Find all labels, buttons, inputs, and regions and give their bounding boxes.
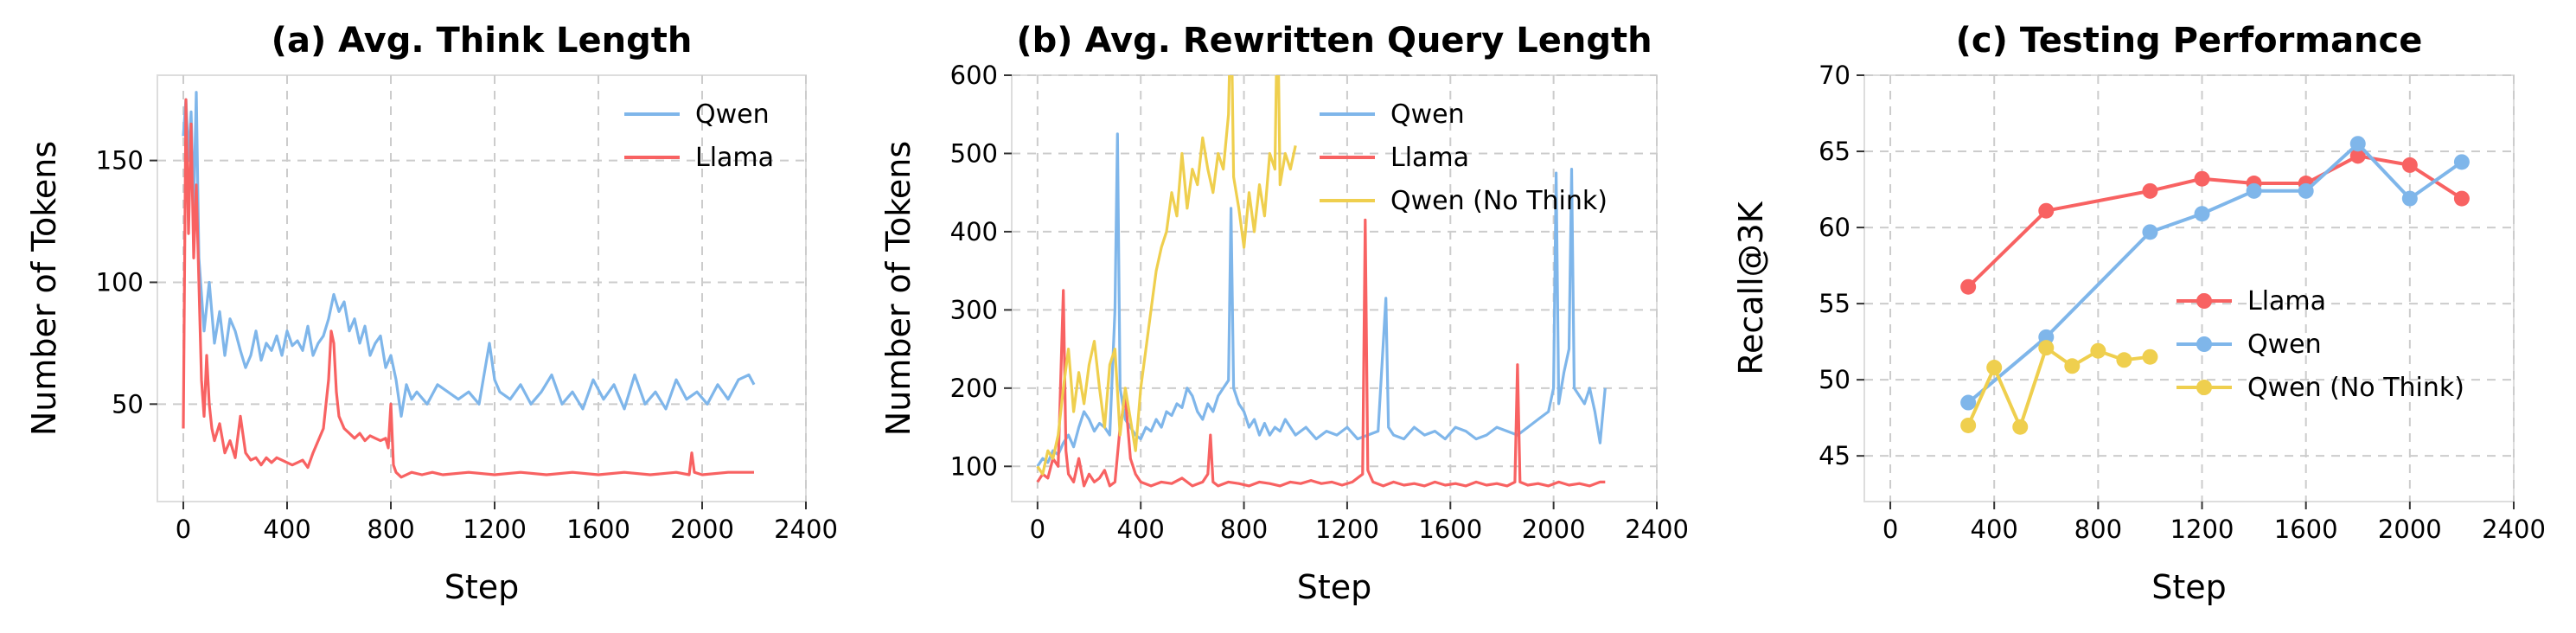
x-tick-label: 800 [1220, 515, 1268, 544]
legend: Qwen Llama [624, 99, 774, 173]
y-tick-label: 50 [112, 389, 144, 419]
data-point [2038, 329, 2055, 345]
y-tick-label: 100 [950, 451, 998, 481]
legend-marker [2196, 380, 2212, 395]
x-tick-label: 1600 [2274, 515, 2338, 544]
data-point [2401, 190, 2418, 207]
x-tick-label: 2000 [2378, 515, 2442, 544]
y-tick-label: 100 [96, 267, 144, 297]
x-tick-label: 800 [367, 515, 414, 544]
data-point [2349, 148, 2366, 164]
y-tick-label: 400 [950, 217, 998, 246]
data-point [2012, 419, 2029, 435]
data-point [1960, 417, 1977, 433]
chart-2: 0 400 800 1200 1600 2000 2400 45 50 55 60 65 70 (c) T… [1732, 21, 2546, 606]
data-point [2401, 157, 2418, 173]
data-point [2038, 340, 2055, 356]
x-tick-label: 2400 [1625, 515, 1689, 544]
legend-label: Qwen (No Think) [2247, 373, 2464, 403]
y-axis-label: Number of Tokens [879, 141, 917, 436]
data-point [2298, 182, 2314, 199]
y-tick-label: 60 [1819, 213, 1851, 242]
plot-frame [1863, 74, 2515, 502]
data-point [2090, 342, 2106, 359]
y-tick-label: 70 [1819, 61, 1851, 90]
x-tick-label: 2400 [2482, 515, 2546, 544]
plot-frame [157, 74, 807, 502]
data-point [2142, 224, 2158, 240]
y-tick-label: 65 [1819, 137, 1851, 166]
series-line-qwen-no-think- [1036, 75, 1297, 476]
x-tick-label: 2400 [774, 515, 838, 544]
y-axis-label: Recall@3K [1732, 201, 1770, 375]
data-point [1986, 360, 2003, 376]
legend-label: Qwen [1390, 99, 1465, 130]
data-point [2194, 206, 2210, 222]
x-tick-label: 0 [1882, 515, 1898, 544]
data-point [1960, 394, 1977, 411]
y-tick-label: 55 [1819, 289, 1851, 318]
legend: Qwen Llama Qwen (No Think) [1320, 99, 1608, 216]
x-axis-label: Step [1297, 568, 1372, 606]
y-tick-label: 150 [96, 146, 144, 176]
chart-1: 0 400 800 1200 1600 2000 2400 100 200 300 400 500 60… [879, 21, 1689, 606]
chart-0: 0 400 800 1200 1600 2000 2400 50 100 150 (a) Avg. … [25, 21, 838, 606]
x-tick-label: 400 [1971, 515, 2018, 544]
chart-title: (c) Testing Performance [1956, 21, 2423, 61]
data-point [2142, 348, 2158, 365]
y-axis-label: Number of Tokens [25, 141, 63, 436]
legend: Llama Qwen Qwen (No Think) [2176, 286, 2464, 403]
data-point [2453, 190, 2470, 207]
legend-label: Llama [1390, 143, 1469, 173]
x-tick-label: 2000 [670, 515, 734, 544]
x-tick-label: 1200 [463, 515, 527, 544]
x-axis-label: Step [444, 568, 520, 606]
chart-title: (b) Avg. Rewritten Query Length [1016, 21, 1652, 61]
x-tick-label: 1600 [566, 515, 630, 544]
series-line-qwen [182, 91, 756, 418]
legend-marker [2196, 336, 2212, 352]
legend-label: Qwen (No Think) [1390, 186, 1608, 216]
data-point [2038, 202, 2055, 219]
x-tick-label: 800 [2074, 515, 2122, 544]
y-tick-label: 500 [950, 138, 998, 168]
series-line-llama [1036, 218, 1606, 488]
x-tick-label: 400 [263, 515, 310, 544]
x-tick-label: 1600 [1418, 515, 1482, 544]
data-point [1960, 278, 1977, 295]
data-point [2194, 170, 2210, 187]
x-tick-label: 0 [1030, 515, 1045, 544]
y-tick-label: 300 [950, 295, 998, 324]
x-tick-label: 0 [176, 515, 191, 544]
y-tick-label: 600 [950, 61, 998, 90]
chart-title: (a) Avg. Think Length [272, 21, 693, 61]
data-point [2064, 358, 2081, 374]
y-tick-label: 200 [950, 374, 998, 403]
legend-marker [2196, 293, 2212, 309]
x-tick-label: 400 [1117, 515, 1165, 544]
legend-label: Llama [2247, 286, 2326, 316]
series-line-qwen [1036, 132, 1607, 468]
legend-label: Llama [695, 143, 774, 173]
plot-frame [1011, 74, 1658, 502]
series-line-llama [182, 98, 754, 479]
data-point [2116, 352, 2132, 368]
x-tick-label: 2000 [1522, 515, 1586, 544]
y-tick-label: 45 [1819, 441, 1851, 470]
y-tick-label: 50 [1819, 365, 1851, 394]
legend-label: Qwen [2247, 329, 2322, 360]
data-point [2453, 154, 2470, 170]
x-axis-label: Step [2151, 568, 2227, 606]
legend-label: Qwen [695, 99, 770, 130]
data-point [2349, 136, 2366, 152]
data-point [2142, 182, 2158, 199]
x-tick-label: 1200 [2170, 515, 2234, 544]
x-tick-label: 1200 [1315, 515, 1379, 544]
data-point [2246, 182, 2262, 199]
